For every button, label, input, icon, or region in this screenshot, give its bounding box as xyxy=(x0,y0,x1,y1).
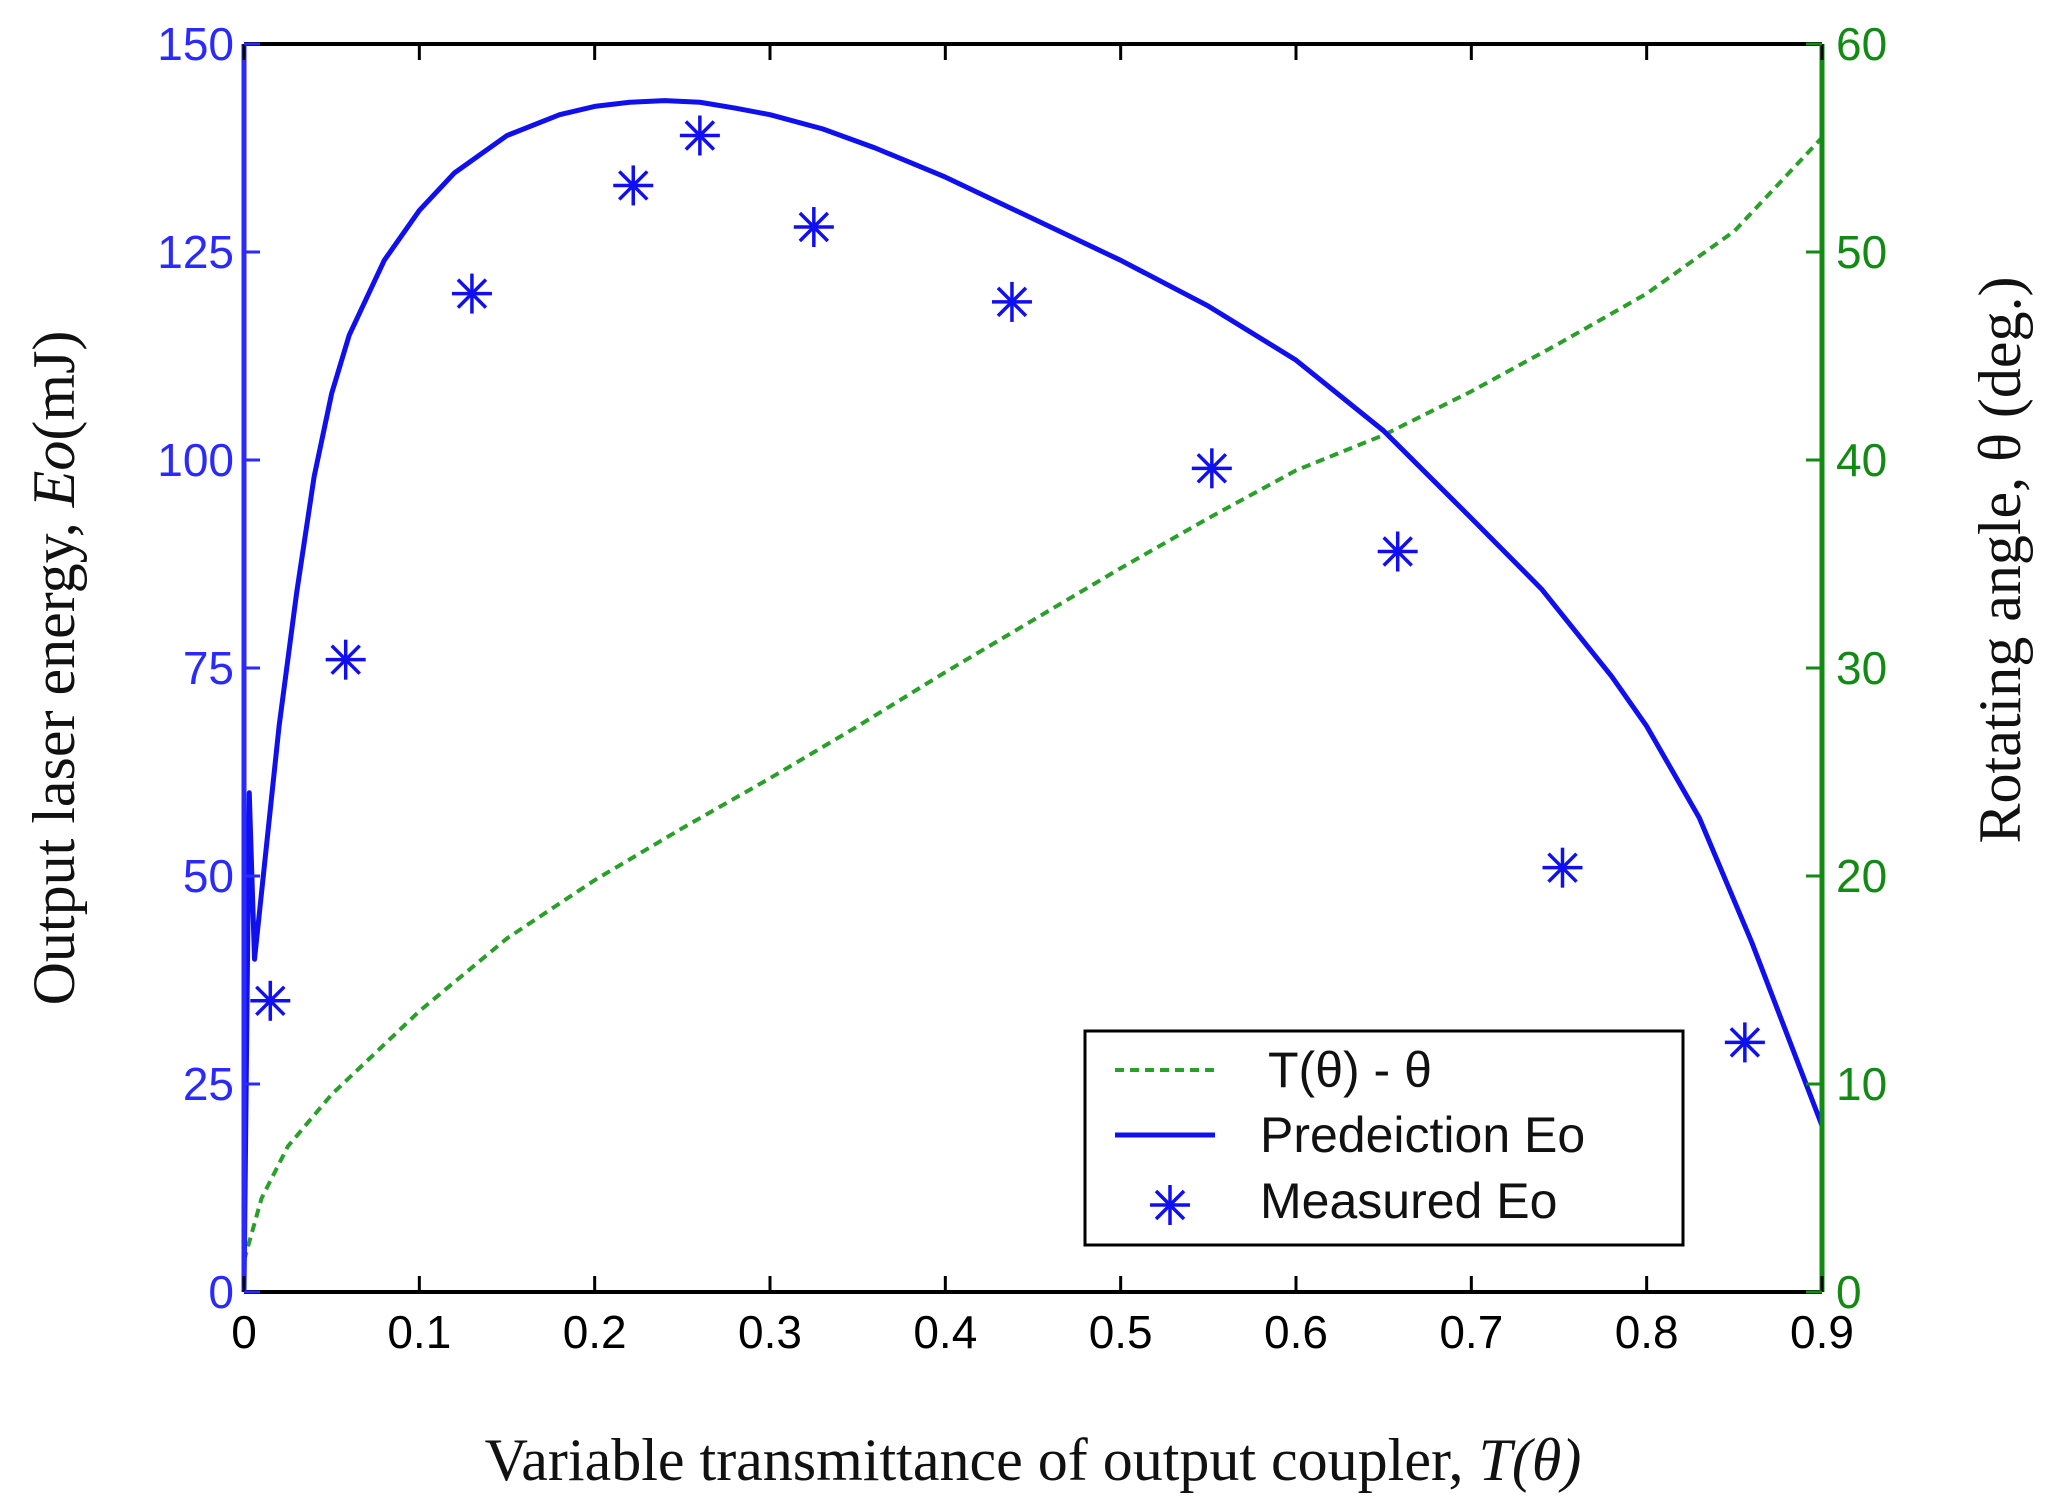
x-axis-title-symbol: T(θ) xyxy=(1479,1427,1582,1493)
y-right-tick-label: 60 xyxy=(1836,18,1887,70)
y-right-axis-title: Rotating angle, θ (deg.) xyxy=(1967,277,2033,844)
measured-point xyxy=(325,639,366,680)
y-right-tick-label: 30 xyxy=(1836,642,1887,694)
legend-measured-label: Measured Eo xyxy=(1260,1173,1557,1229)
y-left-tick-label: 25 xyxy=(183,1058,234,1110)
measured-point xyxy=(451,273,492,314)
y-left-title-unit: (mJ) xyxy=(21,331,87,441)
x-tick-label: 0.2 xyxy=(563,1306,627,1358)
measured-point xyxy=(250,980,291,1021)
y-left-axis-title: Output laser energy, Eo(mJ) xyxy=(21,331,87,1006)
prediction-line xyxy=(241,98,1825,1293)
y-left-title-symbol: Eo xyxy=(21,441,87,509)
y-right-tick-label: 20 xyxy=(1836,850,1887,902)
measured-point xyxy=(793,207,834,248)
ticks: 0 0.1 0.2 0.3 0.4 0.5 0.6 0.7 0.8 0.9025507510012… xyxy=(157,18,1887,1358)
y-left-tick-label: 0 xyxy=(208,1266,234,1318)
x-tick-label: 0.6 xyxy=(1264,1306,1328,1358)
measured-point xyxy=(679,115,720,156)
y-right-tick-label: 0 xyxy=(1836,1266,1862,1318)
measured-point xyxy=(1377,531,1418,572)
y-left-tick-label: 50 xyxy=(183,850,234,902)
legend-theta-label: T(θ) - θ xyxy=(1268,1042,1432,1098)
legend-box xyxy=(1083,1029,1685,1247)
x-axis-title: Variable transmittance of output coupler… xyxy=(485,1427,1582,1493)
y-right-tick-label: 40 xyxy=(1836,434,1887,486)
y-right-tick-label: 10 xyxy=(1836,1058,1887,1110)
x-tick-label: 0.9 xyxy=(1790,1306,1854,1358)
legend: T(θ) - θ Predeiction Eo Measured Eo xyxy=(1083,1029,1685,1247)
theta-series xyxy=(242,136,1824,1262)
x-axis-title-main: Variable transmittance of output coupler… xyxy=(485,1427,1479,1493)
prediction-series xyxy=(241,98,1825,1293)
x-tick-label: 0.4 xyxy=(913,1306,977,1358)
legend-prediction-label: Predeiction Eo xyxy=(1260,1107,1585,1163)
x-tick-label: 0.1 xyxy=(387,1306,451,1358)
y-left-tick-label: 75 xyxy=(183,642,234,694)
measured-point xyxy=(991,281,1032,322)
x-tick-label: 0.8 xyxy=(1615,1306,1679,1358)
measured-point xyxy=(1724,1022,1765,1063)
y-left-title-main: Output laser energy, xyxy=(21,507,87,1005)
measured-series xyxy=(250,115,1765,1063)
measured-point xyxy=(1542,847,1583,888)
y-left-tick-label: 100 xyxy=(157,434,234,486)
y-left-tick-label: 150 xyxy=(157,18,234,70)
measured-point xyxy=(1191,448,1232,489)
theta-line xyxy=(242,136,1824,1262)
x-tick-label: 0.3 xyxy=(738,1306,802,1358)
x-tick-label: 0.5 xyxy=(1089,1306,1153,1358)
x-tick-label: 0 xyxy=(231,1306,257,1358)
measured-point xyxy=(613,165,654,206)
y-left-tick-label: 125 xyxy=(157,226,234,278)
legend-measured-marker xyxy=(1150,1185,1190,1225)
y-right-tick-label: 50 xyxy=(1836,226,1887,278)
x-tick-label: 0.7 xyxy=(1439,1306,1503,1358)
